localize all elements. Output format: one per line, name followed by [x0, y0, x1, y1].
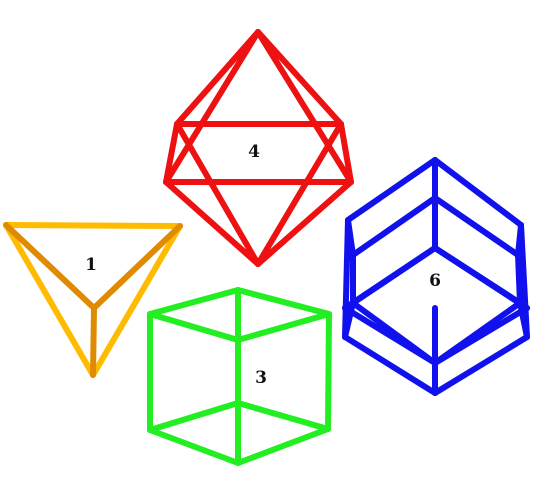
rhombic-edge: [342, 334, 438, 396]
rhombic-dodecahedron-label: 6: [429, 271, 441, 291]
rhombic-edge: [432, 195, 521, 258]
cube-edge: [235, 311, 332, 343]
tetra-edge: [3, 222, 96, 378]
tetra-edge: [90, 305, 97, 378]
cube-edge: [325, 311, 332, 432]
cube-edge: [147, 287, 241, 317]
tetrahedron-wireframe: 1: [3, 222, 183, 378]
rhombic-edge: [432, 305, 530, 366]
rhombic-edge: [432, 334, 530, 396]
octa-edge: [338, 121, 354, 185]
octa-edge: [174, 121, 261, 267]
octa-edge: [255, 29, 344, 127]
cube-edge: [235, 426, 331, 466]
rhombic-edge: [432, 245, 530, 311]
cube-edge: [147, 311, 241, 343]
rhombic-edge: [350, 195, 438, 258]
rhombic-edge: [515, 252, 523, 306]
tetra-edge: [90, 223, 183, 378]
tetra-edge: [91, 223, 183, 311]
rhombic-edge: [345, 157, 438, 223]
rhombic-edge: [342, 245, 438, 311]
tetra-edge: [3, 222, 97, 311]
octa-edge: [255, 121, 344, 267]
rhombic-edge: [342, 217, 351, 340]
rhombic-dodecahedron-wireframe: 6: [342, 157, 530, 396]
cube-label: 3: [255, 368, 267, 388]
octahedron-label: 4: [248, 142, 260, 162]
cube-edge: [147, 400, 241, 433]
cube-edge: [147, 427, 241, 466]
rhombic-edge: [515, 222, 524, 258]
octa-edge: [163, 179, 261, 267]
cube-edge: [235, 287, 332, 317]
cube-edge: [235, 400, 331, 432]
tetrahedron-label: 1: [85, 255, 97, 275]
octa-edge: [255, 179, 354, 267]
rhombic-edge: [342, 305, 438, 366]
octa-edge: [163, 29, 261, 185]
octa-edge: [255, 29, 354, 185]
rhombic-edge: [345, 217, 356, 258]
octahedron-wireframe: 4: [163, 29, 354, 267]
octa-edge: [174, 29, 261, 127]
tetra-edge: [3, 222, 183, 229]
octa-edge: [163, 121, 180, 185]
cube-wireframe: 3: [147, 287, 332, 466]
rhombic-edge: [432, 157, 524, 228]
